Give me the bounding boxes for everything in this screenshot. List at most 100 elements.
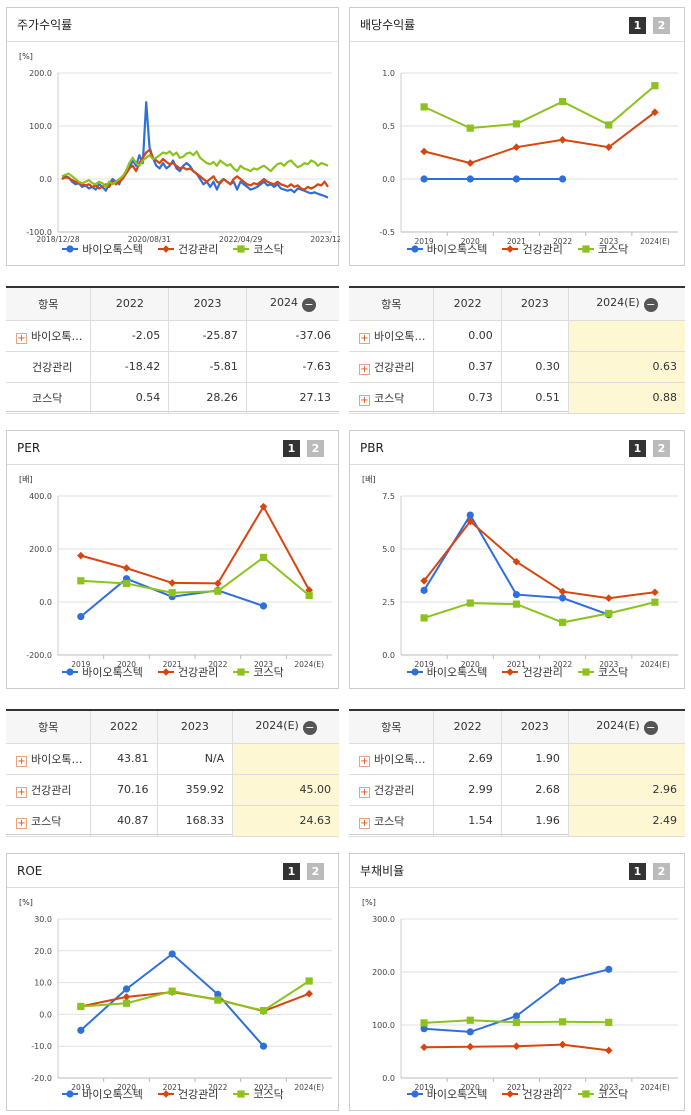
x-tick-label: 2023 — [599, 237, 618, 246]
panel-title: 부채비율 1 2 — [350, 854, 684, 888]
y-tick-label: 1.0 — [382, 69, 395, 78]
legend-swatch-icon — [157, 668, 174, 676]
legend-item[interactable]: 바이오톡스텍 — [61, 241, 143, 257]
row-name-label: 바이오톡… — [31, 329, 83, 343]
table-cell: -37.06 — [245, 320, 339, 352]
data-point — [466, 159, 475, 167]
legend-label: 코스닥 — [597, 666, 629, 679]
legend-item[interactable]: 바이오톡스텍 — [406, 664, 487, 680]
table-row: + 바이오톡… -2.05 -25.87 -37.06 — [6, 320, 339, 352]
series-0 — [420, 965, 613, 1036]
x-tick-label: 2022/04/29 — [219, 235, 262, 244]
legend-marker — [582, 1090, 590, 1098]
legend-item[interactable]: 코스닥 — [577, 664, 628, 680]
expand-icon[interactable]: + — [359, 817, 370, 829]
legend-item[interactable]: 바이오톡스텍 — [61, 1086, 143, 1102]
x-tick-label: 2022 — [553, 237, 572, 246]
table-row: + 바이오톡… 0.00 — [349, 320, 685, 352]
expand-icon[interactable]: + — [359, 363, 370, 375]
page-2-button[interactable]: 2 — [653, 440, 670, 457]
table-cell: 2.69 — [433, 743, 502, 775]
page-2-button[interactable]: 2 — [653, 17, 670, 34]
table-row: + 바이오톡… 2.69 1.90 — [349, 743, 685, 775]
series-line — [423, 84, 656, 130]
table-cell: 0.00 — [433, 320, 502, 352]
collapse-icon[interactable]: − — [302, 720, 317, 735]
page-2-button[interactable]: 2 — [307, 440, 324, 457]
series-2 — [420, 82, 659, 132]
page-1-button[interactable]: 1 — [629, 863, 646, 880]
table-cell: -7.63 — [245, 351, 339, 383]
expand-icon[interactable]: + — [359, 394, 370, 406]
expand-icon[interactable]: + — [16, 817, 27, 829]
expand-icon[interactable]: + — [16, 786, 27, 798]
legend-item[interactable]: 건강관리 — [157, 241, 218, 257]
legend-item[interactable]: 건강관리 — [157, 664, 218, 680]
data-point — [122, 993, 131, 1001]
collapse-icon[interactable]: − — [301, 297, 316, 312]
data-point — [512, 1012, 521, 1020]
series-0 — [77, 950, 268, 1050]
legend-label: 바이오톡스텍 — [426, 243, 488, 256]
chart-legend: 바이오톡스텍 건강관리 코스닥 — [350, 241, 684, 257]
legend-swatch-icon — [233, 245, 250, 253]
data-point — [214, 996, 222, 1004]
legend-item[interactable]: 코스닥 — [577, 241, 628, 257]
legend-item[interactable]: 건강관리 — [157, 1086, 218, 1102]
data-point — [512, 600, 521, 608]
x-tick-label: 2020 — [117, 1083, 136, 1092]
legend-swatch-icon — [157, 245, 174, 253]
page-1-button[interactable]: 1 — [629, 440, 646, 457]
page-2-button[interactable]: 2 — [653, 863, 670, 880]
expand-icon[interactable]: + — [16, 332, 27, 344]
legend-item[interactable]: 바이오톡스텍 — [61, 664, 143, 680]
column-header: 2023 — [168, 288, 247, 321]
page-1-button[interactable]: 1 — [283, 863, 300, 880]
debt-ratio-chart-panel: 부채비율 1 2 [%] 300.0 200.0 100.0 0.0 2019 2020 20… — [349, 853, 685, 1111]
legend-item[interactable]: 건강관리 — [501, 664, 563, 680]
table-cell: -2.05 — [90, 320, 169, 352]
legend-item[interactable]: 바이오톡스텍 — [406, 241, 488, 257]
legend-item[interactable]: 코스닥 — [232, 1086, 284, 1102]
expand-icon[interactable]: + — [359, 332, 370, 344]
y-tick-label: 30.0 — [34, 915, 52, 924]
collapse-icon[interactable]: − — [643, 297, 658, 312]
legend-swatch-icon — [577, 668, 594, 676]
expand-icon[interactable]: + — [16, 755, 27, 767]
legend-swatch-icon — [577, 245, 594, 253]
legend-item[interactable]: 코스닥 — [232, 664, 284, 680]
column-header-label: 2024(E) — [596, 295, 640, 309]
page-2-button[interactable]: 2 — [307, 863, 324, 880]
y-tick-label: 200.0 — [372, 968, 395, 977]
column-header: 2022 — [433, 711, 502, 744]
y-tick-label: -100.0 — [26, 228, 52, 237]
debt-ratio-chart: [%] 300.0 200.0 100.0 0.0 2019 2020 2021 2022 202… — [362, 898, 678, 1092]
expand-icon[interactable]: + — [359, 786, 370, 798]
data-point — [558, 594, 567, 602]
page-1-button[interactable]: 1 — [629, 17, 646, 34]
table-cell: 2.96 — [567, 774, 685, 806]
legend-item[interactable]: 건강관리 — [501, 241, 563, 257]
x-tick-label: 2024(E) — [640, 237, 670, 246]
dividend-yield-table: 항목 2022 2023 2024(E) − + 바이오톡… 0.00 + 건강관리 0.37 0.3… — [349, 286, 685, 414]
collapse-icon[interactable]: − — [643, 720, 658, 735]
x-tick-label: 2024(E) — [640, 1083, 670, 1092]
data-point — [604, 1046, 613, 1055]
legend-swatch-icon — [233, 1090, 250, 1098]
table-cell: 1.96 — [500, 805, 569, 837]
legend-item[interactable]: 코스닥 — [577, 1086, 628, 1102]
pbr-chart-panel: PBR 1 2 [배] 7.5 5.0 2.5 0.0 2019 2020 2021 2022 2… — [349, 430, 685, 689]
legend-item[interactable]: 바이오톡스텍 — [406, 1086, 487, 1102]
x-tick-label: 2022 — [553, 660, 572, 669]
legend-item[interactable]: 건강관리 — [501, 1086, 563, 1102]
row-name-label: 건강관리 — [32, 360, 73, 374]
data-point — [466, 124, 474, 132]
table-cell: 0.37 — [433, 351, 502, 383]
x-tick-label: 2023/12/28 — [310, 235, 340, 244]
data-point — [305, 586, 313, 594]
data-point — [305, 977, 313, 985]
legend-item[interactable]: 코스닥 — [232, 241, 284, 257]
page-1-button[interactable]: 1 — [283, 440, 300, 457]
legend-swatch-icon — [406, 1090, 423, 1098]
expand-icon[interactable]: + — [359, 755, 370, 767]
